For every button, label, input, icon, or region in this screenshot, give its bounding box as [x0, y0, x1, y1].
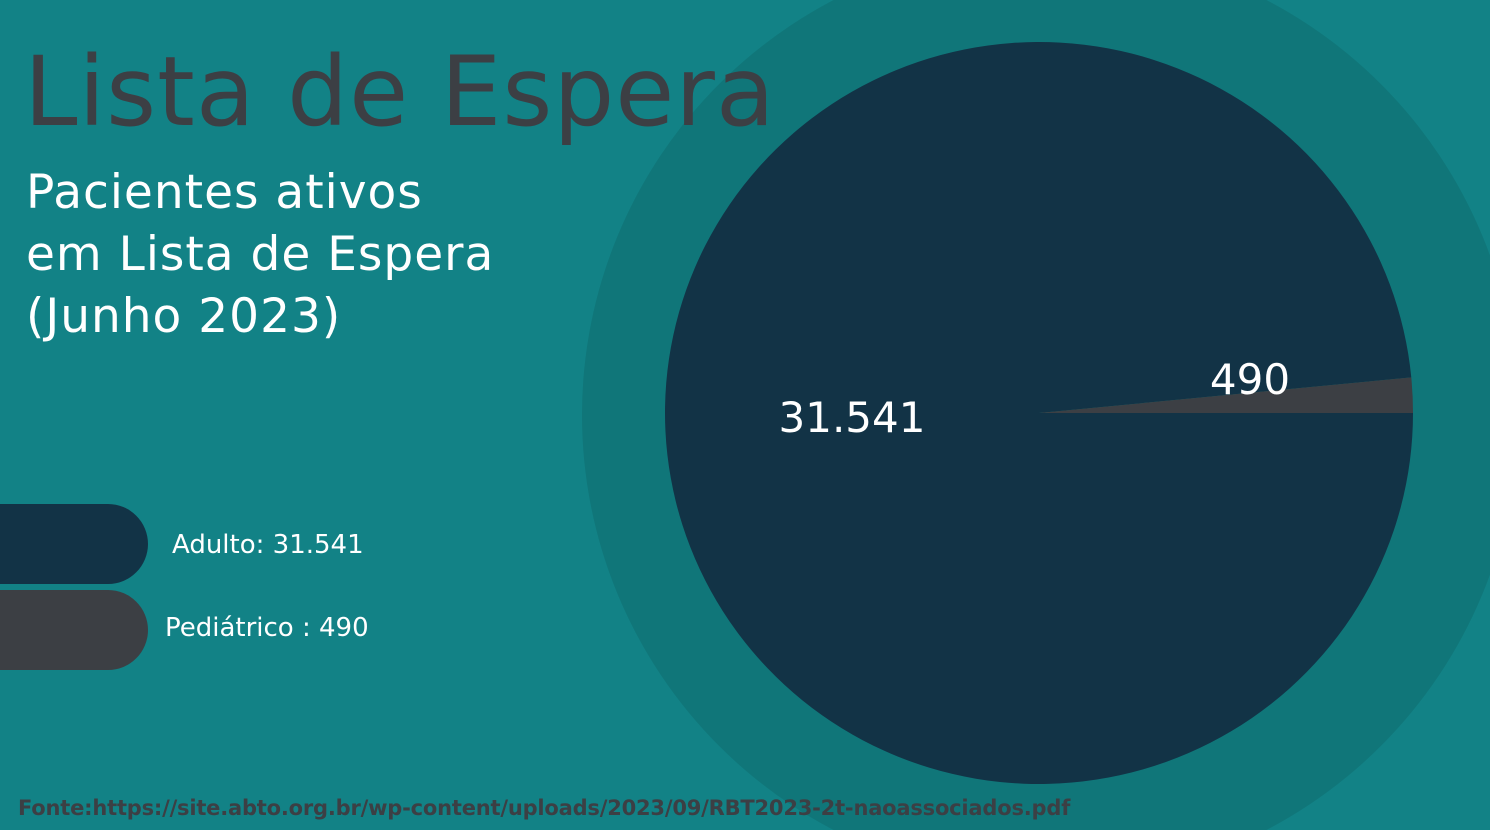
- source-citation: Fonte:https://site.abto.org.br/wp-conten…: [18, 796, 1070, 820]
- legend-label-pediatrico: Pediátrico : 490: [165, 613, 369, 643]
- legend-label-adulto: Adulto: 31.541: [172, 530, 364, 560]
- legend-swatch-adulto: [0, 504, 148, 584]
- pie-label-pediatrico: 490: [1210, 355, 1290, 404]
- pie-label-adulto: 31.541: [779, 393, 926, 442]
- legend-swatch-pediatrico: [0, 590, 148, 670]
